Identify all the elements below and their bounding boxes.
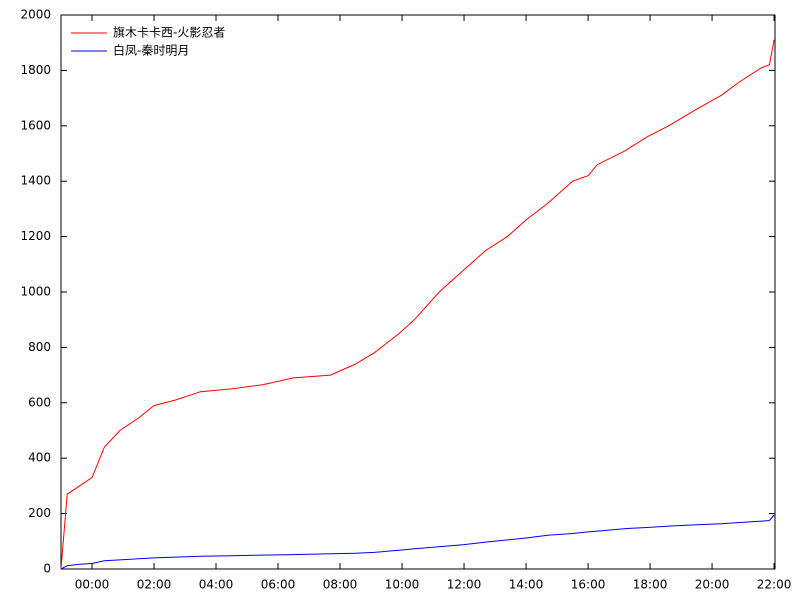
y-tick-label: 1400 <box>20 174 51 188</box>
series-line <box>60 39 775 570</box>
series-line <box>60 514 775 570</box>
y-tick-label: 2000 <box>20 8 51 22</box>
x-tick-label: 14:00 <box>509 578 544 592</box>
x-tick-label: 02:00 <box>137 578 172 592</box>
x-tick-label: 00:00 <box>75 578 110 592</box>
y-tick-label: 1000 <box>20 285 51 299</box>
y-tick-label: 200 <box>28 506 51 520</box>
x-tick-label: 20:00 <box>695 578 730 592</box>
y-tick-label: 400 <box>28 451 51 465</box>
x-tick-label: 04:00 <box>199 578 234 592</box>
y-tick-label: 800 <box>28 340 51 354</box>
x-tick-label: 12:00 <box>447 578 482 592</box>
y-tick-label: 600 <box>28 395 51 409</box>
legend-label: 旗木卡卡西-火影忍者 <box>113 25 225 40</box>
legend-label: 白凤-秦时明月 <box>113 43 189 58</box>
y-tick-label: 1600 <box>20 118 51 132</box>
y-tick-label: 1800 <box>20 63 51 77</box>
x-tick-label: 18:00 <box>633 578 668 592</box>
x-tick-label: 22:00 <box>757 578 792 592</box>
x-tick-label: 16:00 <box>571 578 606 592</box>
x-tick-label: 10:00 <box>385 578 420 592</box>
x-tick-label: 06:00 <box>261 578 296 592</box>
y-tick-label: 0 <box>43 562 51 576</box>
plot-border <box>60 14 776 570</box>
y-tick-label: 1200 <box>20 229 51 243</box>
x-tick-label: 08:00 <box>323 578 358 592</box>
